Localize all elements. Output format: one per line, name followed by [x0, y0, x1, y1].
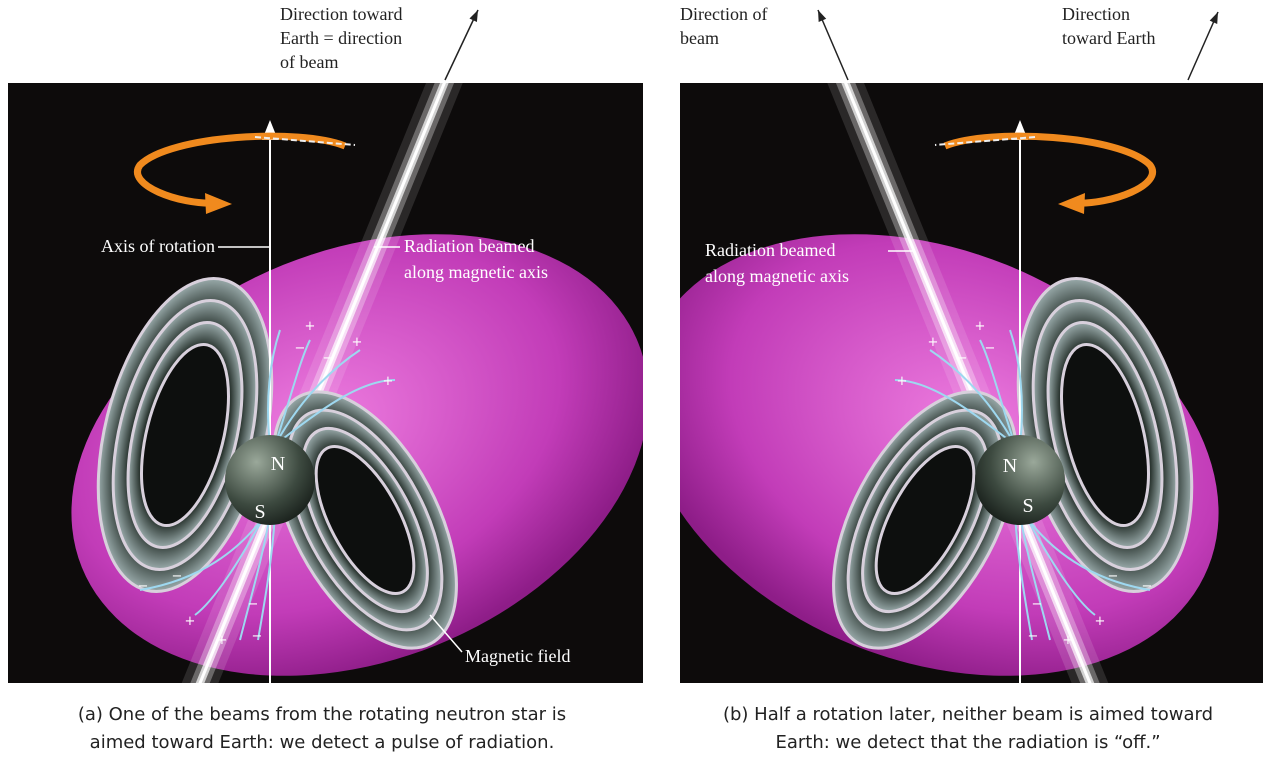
neutron-star: [225, 435, 315, 525]
charge: +: [897, 374, 908, 389]
field-line: [1024, 514, 1096, 616]
field-line: [1014, 514, 1033, 641]
field-line: [274, 349, 361, 446]
radiation-label: along magnetic axis: [705, 266, 849, 286]
caption: (a) One of the beams from the rotating n…: [78, 704, 566, 725]
caption: (b) Half a rotation later, neither beam …: [723, 704, 1213, 725]
charge: −: [985, 341, 996, 356]
field-line: [139, 514, 266, 591]
charge: −: [1142, 579, 1153, 594]
north-pole: N: [271, 453, 285, 475]
charge: −: [323, 351, 334, 366]
radiation-label: Radiation beamed: [705, 240, 835, 260]
radiation-beam: [198, 83, 446, 683]
field-line: [979, 339, 1016, 446]
caption: aimed toward Earth: we detect a pulse of…: [90, 732, 555, 753]
field-line: [274, 379, 396, 446]
charge: +: [1095, 614, 1106, 629]
charge: −: [957, 351, 968, 366]
caption: Earth: we detect that the radiation is “…: [775, 732, 1160, 753]
charge: −: [172, 569, 183, 584]
field-line: [1024, 514, 1151, 591]
charge: −: [248, 597, 259, 612]
charge: −: [1108, 569, 1119, 584]
charge: −: [295, 341, 306, 356]
earth-direction-label: Earth = direction: [280, 28, 402, 48]
charge: +: [928, 335, 939, 350]
rotation-arrow: [943, 132, 1156, 207]
earth-direction-label: Direction: [1062, 4, 1130, 24]
charge: +: [217, 633, 228, 648]
rotation-arrow: [134, 132, 347, 207]
field-label: Magnetic field: [465, 646, 570, 666]
south-pole: S: [254, 501, 265, 523]
field-line: [929, 349, 1016, 446]
beam-direction-arrow-head: [818, 10, 827, 22]
charge: +: [1063, 633, 1074, 648]
field-line: [239, 514, 271, 641]
field-line: [257, 514, 276, 641]
field-line: [267, 329, 281, 446]
earth-direction-arrow-head: [469, 10, 478, 22]
north-pole: N: [1003, 455, 1017, 477]
rotation-arrowhead: [1058, 193, 1085, 214]
charge: +: [352, 335, 363, 350]
axis-label: Axis of rotation: [101, 236, 215, 256]
radiation-beam: [844, 83, 1092, 683]
earth-direction-arrow: [1187, 11, 1219, 81]
field-loop: [139, 342, 231, 528]
charge: +: [383, 374, 394, 389]
south-pole: S: [1022, 495, 1033, 517]
charge: +: [305, 319, 316, 334]
charge: −: [252, 629, 263, 644]
beam-direction-label: Direction of: [680, 4, 767, 24]
charge: +: [975, 319, 986, 334]
earth-direction-arrow-head: [1209, 12, 1218, 24]
earth-direction-label: Direction toward: [280, 4, 402, 24]
neutron-star: [975, 435, 1065, 525]
beam-direction-label: beam: [680, 28, 719, 48]
radiation-label: Radiation beamed: [404, 236, 534, 256]
field-loop: [874, 444, 976, 596]
field-leader: [429, 614, 463, 653]
rotation-arrow-back: [254, 136, 356, 146]
field-line: [274, 339, 311, 446]
field-loop: [314, 444, 416, 596]
charge: +: [185, 614, 196, 629]
field-line: [1019, 514, 1051, 641]
rotation-arrowhead: [205, 193, 232, 214]
beam-direction-arrow: [817, 9, 849, 81]
rotation-arrow-back: [934, 136, 1036, 146]
charge: −: [1028, 629, 1039, 644]
earth-direction-label: of beam: [280, 52, 338, 72]
field-loop: [1059, 342, 1151, 528]
charge: −: [1032, 597, 1043, 612]
earth-direction-arrow: [444, 9, 479, 81]
field-line: [194, 514, 266, 616]
field-line: [1009, 329, 1023, 446]
field-line: [894, 379, 1016, 446]
charge: −: [138, 579, 149, 594]
earth-direction-label: toward Earth: [1062, 28, 1155, 48]
radiation-label: along magnetic axis: [404, 262, 548, 282]
